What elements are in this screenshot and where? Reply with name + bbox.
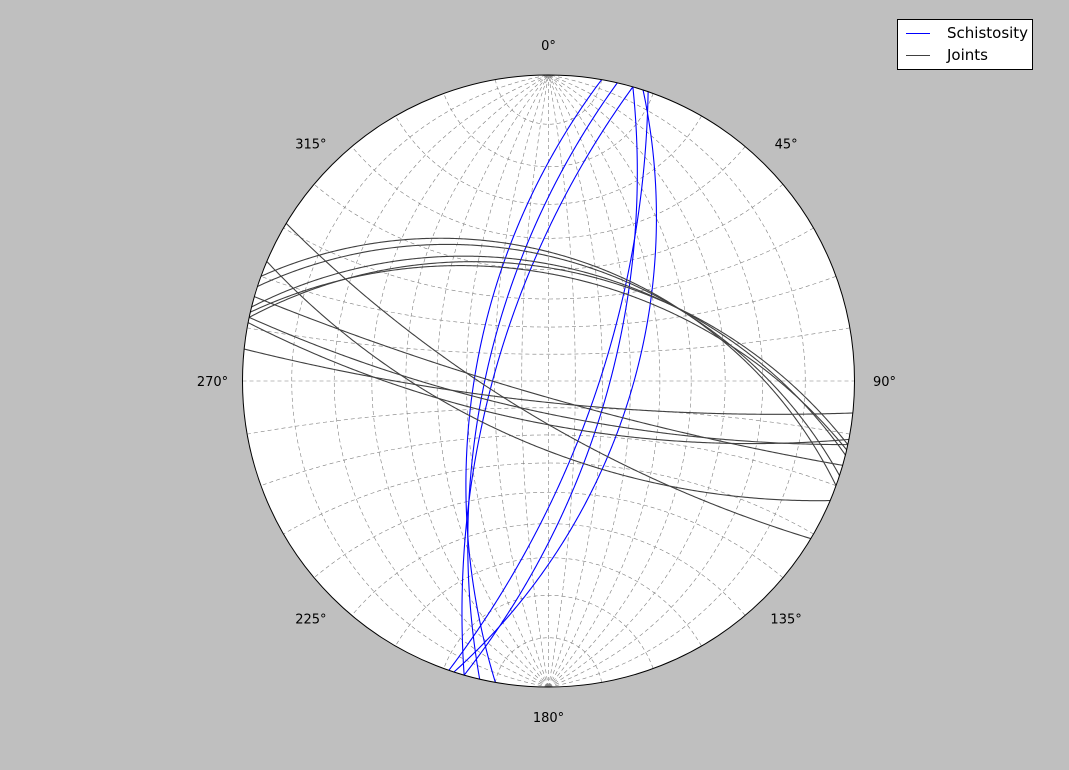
legend: Schistosity Joints <box>897 19 1033 70</box>
grid-parallel <box>247 407 850 435</box>
great-circle-joints <box>244 348 853 415</box>
grid-parallel <box>283 227 814 300</box>
grid-meridian <box>548 75 576 687</box>
grid-meridian <box>436 75 549 687</box>
great-circle-joints <box>248 261 849 445</box>
legend-label-joints: Joints <box>947 46 988 64</box>
grid-meridian <box>521 75 549 687</box>
legend-label-schistosity: Schistosity <box>947 24 1029 42</box>
great-circle-joints <box>251 255 846 456</box>
grid-parallel <box>313 492 784 578</box>
legend-swatch-joints <box>906 54 930 56</box>
great-circle-joints <box>266 261 831 502</box>
grid-meridian <box>333 75 549 687</box>
great-circle-joints <box>247 322 849 445</box>
legend-swatch-schistosity <box>906 32 930 34</box>
grid-meridian <box>548 75 806 687</box>
great-circle-joints <box>260 237 837 486</box>
grid-parallel <box>260 434 837 486</box>
legend-item-joints: Joints <box>906 45 988 65</box>
grid-parallel <box>443 594 654 669</box>
grid-meridian <box>371 75 549 687</box>
primitive-circle <box>242 74 855 688</box>
azimuth-label-225: 225° <box>295 613 326 628</box>
azimuth-label-90: 90° <box>873 375 896 390</box>
azimuth-label-0: 0° <box>541 39 556 54</box>
great-circles <box>244 79 853 683</box>
great-circle-joints <box>248 316 848 446</box>
azimuth-labels: 0° 45° 90° 135° 180° 225° 270° 315° <box>197 39 896 726</box>
great-circle-schistosity <box>461 86 634 676</box>
great-circle-schistosity <box>448 91 649 671</box>
grid-parallel <box>313 184 784 270</box>
grid-parallel <box>395 557 702 647</box>
azimuth-label-45: 45° <box>775 137 798 152</box>
net-grid <box>242 75 855 687</box>
azimuth-label-315: 315° <box>295 137 326 152</box>
net-background <box>242 75 855 687</box>
azimuth-label-135: 135° <box>770 613 801 628</box>
great-circle-joints <box>250 265 848 451</box>
great-circle-schistosity <box>463 86 638 676</box>
grid-meridian <box>548 75 661 687</box>
great-circle-schistosity <box>465 79 603 683</box>
azimuth-label-180: 180° <box>533 711 564 726</box>
azimuth-label-270: 270° <box>197 375 228 390</box>
great-circle-schistosity <box>467 82 618 680</box>
grid-parallel <box>283 462 814 535</box>
legend-item-schistosity: Schistosity <box>906 23 1028 43</box>
great-circle-schistosity <box>453 89 657 673</box>
grid-parallel <box>260 276 837 328</box>
great-circle-joints <box>257 243 841 476</box>
grid-parallel <box>351 146 746 239</box>
great-circle-joints <box>285 223 811 540</box>
great-circle-joints <box>254 296 843 466</box>
grid-parallel <box>247 327 850 355</box>
grid-parallel <box>443 93 654 168</box>
grid-parallel <box>351 523 746 616</box>
